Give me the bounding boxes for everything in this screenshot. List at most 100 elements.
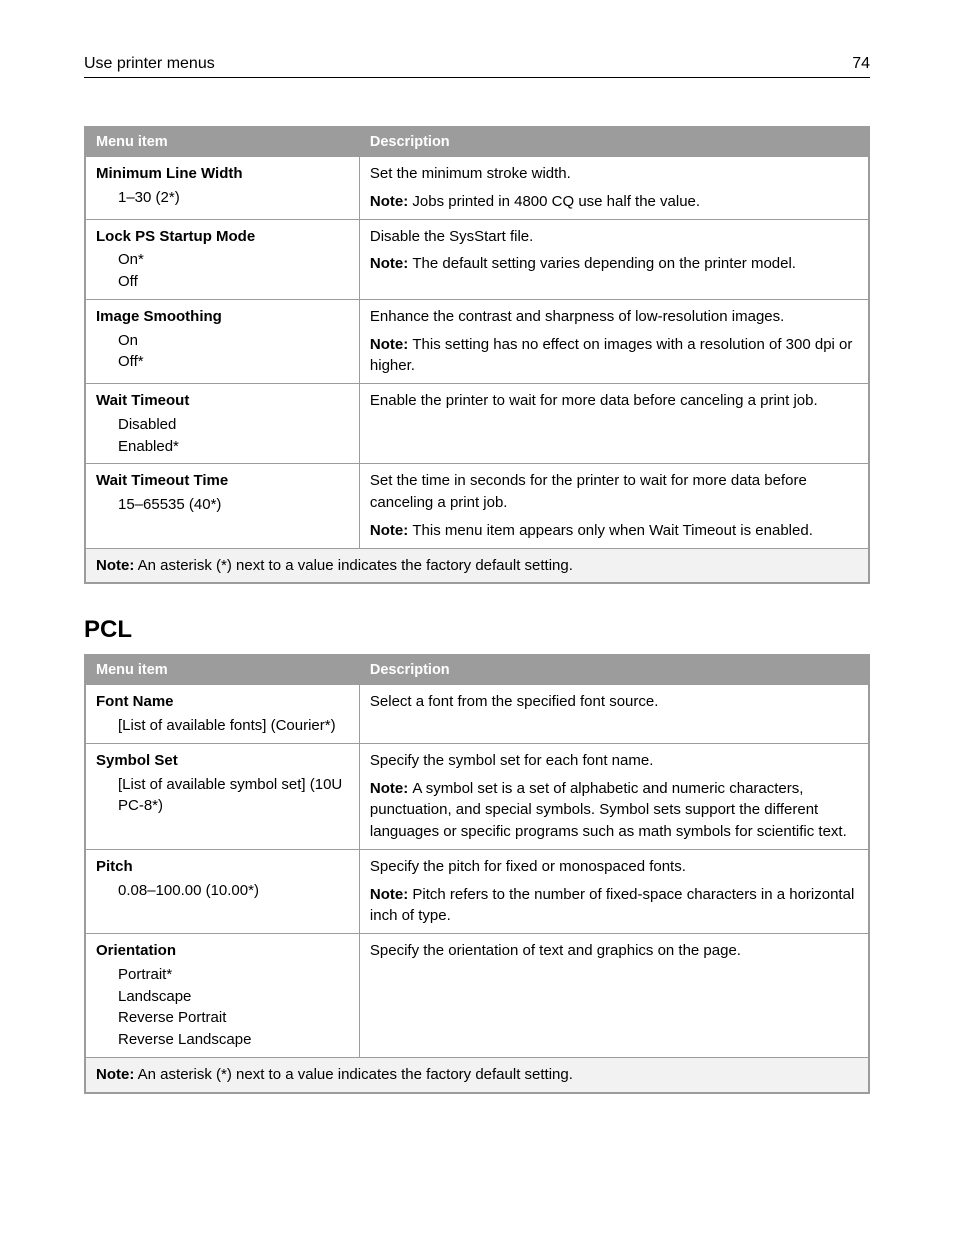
footnote-label: Note:: [96, 557, 134, 574]
menu-item-cell: Wait TimeoutDisabledEnabled*: [85, 384, 359, 464]
menu-item-options: DisabledEnabled*: [96, 414, 349, 458]
section-title-pcl: PCL: [84, 616, 870, 644]
footnote-row: Note: An asterisk (*) next to a value in…: [85, 1057, 869, 1092]
note-text: Pitch refers to the number of fixed-spac…: [370, 886, 854, 925]
menu-item-options: 0.08–100.00 (10.00*): [96, 880, 349, 902]
table-header-row: Menu item Description: [85, 127, 869, 157]
menu-option: Reverse Portrait: [118, 1007, 349, 1029]
col-header-menu-item: Menu item: [85, 655, 359, 685]
description-cell: Select a font from the specified font so…: [359, 685, 869, 744]
menu-option: [List of available symbol set] (10U PC-8…: [118, 774, 349, 818]
menu-option: Reverse Landscape: [118, 1029, 349, 1051]
page-number: 74: [852, 55, 870, 73]
col-header-description: Description: [359, 127, 869, 157]
table-row: Minimum Line Width 1–30 (2*) Set the minim…: [85, 157, 869, 220]
page-container: Use printer menus 74 Menu item Descripti…: [0, 0, 954, 1154]
menu-item-options: [List of available fonts] (Courier*): [96, 715, 349, 737]
description-note: Note: Pitch refers to the number of fixe…: [370, 884, 858, 928]
table-row: Symbol Set[List of available symbol set]…: [85, 743, 869, 849]
menu-item-title: Font Name: [96, 693, 174, 710]
menu-item-cell: Pitch 0.08–100.00 (10.00*): [85, 849, 359, 933]
menu-item-title: Minimum Line Width: [96, 165, 243, 182]
menu-option: 0.08–100.00 (10.00*): [118, 880, 349, 902]
table1-body: Minimum Line Width 1–30 (2*) Set the minim…: [85, 157, 869, 584]
menu-item-options: [List of available symbol set] (10U PC-8…: [96, 774, 349, 818]
menu-item-cell: Orientation Portrait*LandscapeReverse Por…: [85, 934, 359, 1058]
page-header: Use printer menus 74: [84, 55, 870, 78]
table-header-row: Menu item Description: [85, 655, 869, 685]
menu-item-cell: Symbol Set[List of available symbol set]…: [85, 743, 359, 849]
note-text: Jobs printed in 4800 CQ use half the val…: [412, 193, 700, 210]
description-cell: Enable the printer to wait for more data…: [359, 384, 869, 464]
description-cell: Specify the symbol set for each font nam…: [359, 743, 869, 849]
description-cell: Set the time in seconds for the printer …: [359, 464, 869, 548]
menu-option: 15–65535 (40*): [118, 494, 349, 516]
note-label: Note:: [370, 255, 413, 272]
description-text: Set the minimum stroke width.: [370, 163, 858, 185]
menu-item-options: Portrait*LandscapeReverse PortraitRevers…: [96, 964, 349, 1051]
menu-option: Disabled: [118, 414, 349, 436]
footnote-text: An asterisk (*) next to a value indicate…: [134, 557, 573, 574]
menu-option: Enabled*: [118, 436, 349, 458]
menu-option: Portrait*: [118, 964, 349, 986]
ps-menu-table: Menu item Description Minimum Line Width…: [84, 126, 870, 584]
col-header-description: Description: [359, 655, 869, 685]
description-cell: Disable the SysStart file.Note: The defa…: [359, 219, 869, 299]
description-text: Specify the orientation of text and grap…: [370, 940, 858, 962]
footnote-row: Note: An asterisk (*) next to a value in…: [85, 548, 869, 583]
note-text: This setting has no effect on images wit…: [370, 336, 852, 375]
footnote-label: Note:: [96, 1066, 134, 1083]
menu-option: [List of available fonts] (Courier*): [118, 715, 349, 737]
menu-item-cell: Image Smoothing OnOff*: [85, 299, 359, 383]
note-label: Note:: [370, 193, 413, 210]
description-text: Enable the printer to wait for more data…: [370, 390, 858, 412]
description-note: Note: This menu item appears only when W…: [370, 520, 858, 542]
description-cell: Specify the pitch for fixed or monospace…: [359, 849, 869, 933]
menu-option: Off*: [118, 351, 349, 373]
menu-item-title: Orientation: [96, 942, 176, 959]
menu-option: Landscape: [118, 986, 349, 1008]
menu-item-options: 1–30 (2*): [96, 187, 349, 209]
note-label: Note:: [370, 780, 413, 797]
menu-item-options: 15–65535 (40*): [96, 494, 349, 516]
menu-item-cell: Font Name [List of available fonts] (Cour…: [85, 685, 359, 744]
description-text: Specify the symbol set for each font nam…: [370, 750, 858, 772]
col-header-menu-item: Menu item: [85, 127, 359, 157]
description-cell: Enhance the contrast and sharpness of lo…: [359, 299, 869, 383]
footnote-cell: Note: An asterisk (*) next to a value in…: [85, 1057, 869, 1092]
description-note: Note: This setting has no effect on imag…: [370, 334, 858, 378]
header-title: Use printer menus: [84, 55, 215, 73]
table-row: Font Name [List of available fonts] (Cour…: [85, 685, 869, 744]
pcl-menu-table: Menu item Description Font Name [List of …: [84, 654, 870, 1093]
description-note: Note: Jobs printed in 4800 CQ use half t…: [370, 191, 858, 213]
description-text: Set the time in seconds for the printer …: [370, 470, 858, 514]
table-row: Orientation Portrait*LandscapeReverse Por…: [85, 934, 869, 1058]
description-text: Specify the pitch for fixed or monospace…: [370, 856, 858, 878]
menu-option: On*: [118, 249, 349, 271]
menu-item-title: Lock PS Startup Mode: [96, 228, 255, 245]
menu-item-options: OnOff*: [96, 330, 349, 374]
description-text: Enhance the contrast and sharpness of lo…: [370, 306, 858, 328]
note-label: Note:: [370, 336, 413, 353]
description-note: Note: A symbol set is a set of alphabeti…: [370, 778, 858, 843]
menu-option: 1–30 (2*): [118, 187, 349, 209]
table2-body: Font Name [List of available fonts] (Cour…: [85, 685, 869, 1093]
menu-item-title: Pitch: [96, 858, 133, 875]
menu-item-options: On*Off: [96, 249, 349, 293]
table-row: Wait Timeout Time15–65535 (40*)Set the t…: [85, 464, 869, 548]
note-text: This menu item appears only when Wait Ti…: [412, 522, 812, 539]
menu-option: On: [118, 330, 349, 352]
description-note: Note: The default setting varies dependi…: [370, 253, 858, 275]
description-cell: Specify the orientation of text and grap…: [359, 934, 869, 1058]
description-text: Select a font from the specified font so…: [370, 691, 858, 713]
menu-item-cell: Wait Timeout Time15–65535 (40*): [85, 464, 359, 548]
note-text: The default setting varies depending on …: [412, 255, 796, 272]
menu-item-cell: Minimum Line Width 1–30 (2*): [85, 157, 359, 220]
description-cell: Set the minimum stroke width. Note: Jobs …: [359, 157, 869, 220]
menu-item-title: Image Smoothing: [96, 308, 222, 325]
table-row: Wait TimeoutDisabledEnabled* Enable the p…: [85, 384, 869, 464]
note-text: A symbol set is a set of alphabetic and …: [370, 780, 847, 841]
table-row: Lock PS Startup Mode On*OffDisable the Sy…: [85, 219, 869, 299]
note-label: Note:: [370, 886, 413, 903]
menu-item-cell: Lock PS Startup Mode On*Off: [85, 219, 359, 299]
